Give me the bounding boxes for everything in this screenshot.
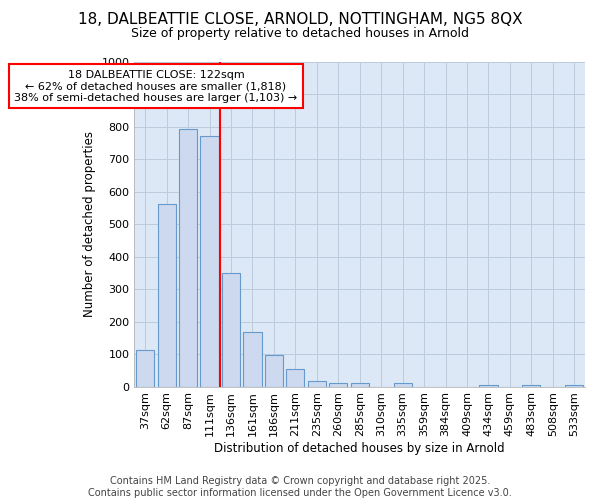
Bar <box>479 385 497 386</box>
Bar <box>222 274 240 386</box>
Y-axis label: Number of detached properties: Number of detached properties <box>83 131 96 317</box>
Bar <box>265 354 283 386</box>
Bar <box>179 129 197 386</box>
Bar <box>136 350 154 387</box>
Bar <box>158 204 176 386</box>
Text: Size of property relative to detached houses in Arnold: Size of property relative to detached ho… <box>131 28 469 40</box>
Bar <box>308 381 326 386</box>
Text: 18 DALBEATTIE CLOSE: 122sqm
← 62% of detached houses are smaller (1,818)
38% of : 18 DALBEATTIE CLOSE: 122sqm ← 62% of det… <box>14 70 298 103</box>
Bar <box>394 384 412 386</box>
Bar <box>286 370 304 386</box>
Bar <box>200 136 218 386</box>
Text: Contains HM Land Registry data © Crown copyright and database right 2025.
Contai: Contains HM Land Registry data © Crown c… <box>88 476 512 498</box>
Bar <box>522 385 541 386</box>
Text: 18, DALBEATTIE CLOSE, ARNOLD, NOTTINGHAM, NG5 8QX: 18, DALBEATTIE CLOSE, ARNOLD, NOTTINGHAM… <box>77 12 523 28</box>
Bar <box>565 385 583 386</box>
X-axis label: Distribution of detached houses by size in Arnold: Distribution of detached houses by size … <box>214 442 505 455</box>
Bar <box>329 382 347 386</box>
Bar <box>350 384 369 386</box>
Bar <box>244 332 262 386</box>
